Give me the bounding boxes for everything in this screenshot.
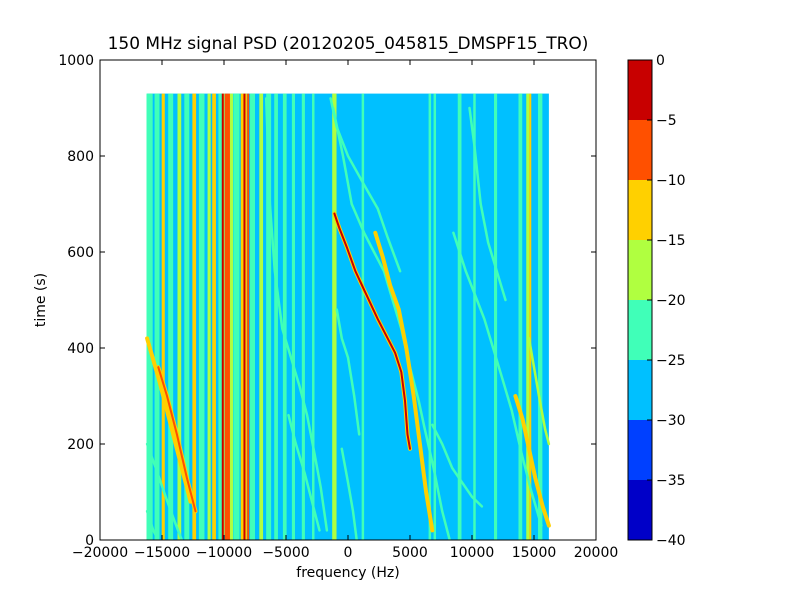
colorbar-level bbox=[628, 60, 652, 120]
x-tick-label: −5000 bbox=[262, 545, 309, 561]
vertical-band bbox=[161, 93, 165, 540]
y-axis-label: time (s) bbox=[33, 273, 49, 327]
y-axis: 0 200 400 600 800 1000 bbox=[58, 53, 596, 549]
vertical-band bbox=[457, 93, 462, 540]
x-tick-label: 15000 bbox=[512, 545, 557, 561]
signal-trace bbox=[452, 231, 543, 527]
colorbar-tick-label: −10 bbox=[656, 173, 686, 189]
colorbar-tick-label: −40 bbox=[656, 533, 686, 549]
signal-trace bbox=[333, 212, 411, 450]
signal-trace bbox=[527, 337, 551, 446]
signal-trace bbox=[287, 413, 321, 532]
vertical-band bbox=[291, 93, 295, 540]
vertical-band bbox=[233, 93, 240, 540]
vertical-band bbox=[184, 93, 190, 540]
signal-trace bbox=[157, 366, 197, 513]
x-tick-label: 5000 bbox=[392, 545, 428, 561]
colorbar-level bbox=[628, 300, 652, 360]
vertical-band bbox=[538, 93, 543, 540]
colorbar-level bbox=[628, 480, 652, 540]
y-tick-label: 1000 bbox=[58, 53, 94, 69]
x-tick-label: 10000 bbox=[450, 545, 495, 561]
x-axis: −20000 −15000 −10000 −5000 0 5000 10000 15000 20… bbox=[72, 60, 618, 561]
vertical-band bbox=[301, 93, 305, 540]
vertical-band bbox=[250, 93, 255, 540]
vertical-band bbox=[228, 93, 233, 540]
vertical-band bbox=[212, 93, 216, 540]
x-tick-label: −15000 bbox=[134, 545, 190, 561]
vertical-band bbox=[192, 93, 197, 540]
vertical-band bbox=[266, 93, 272, 540]
vertical-band bbox=[361, 93, 365, 540]
vertical-band bbox=[218, 93, 223, 540]
colorbar-level bbox=[628, 360, 652, 420]
colorbar-tick-label: −5 bbox=[656, 113, 677, 129]
vertical-band bbox=[168, 93, 174, 540]
heatmap-background bbox=[147, 93, 549, 540]
signal-trace bbox=[468, 106, 507, 302]
vertical-band bbox=[526, 93, 530, 540]
y-tick-label: 0 bbox=[85, 533, 94, 549]
vertical-band bbox=[198, 93, 205, 540]
colorbar-level bbox=[628, 420, 652, 480]
vertical-band bbox=[312, 93, 315, 540]
vertical-band bbox=[473, 93, 476, 540]
colorbar-level bbox=[628, 120, 652, 180]
vertical-band bbox=[494, 93, 498, 540]
heatmap-area bbox=[145, 93, 551, 540]
colorbar-tick-label: −20 bbox=[656, 293, 686, 309]
chart-title: 150 MHz signal PSD (20120205_045815_DMSP… bbox=[108, 34, 589, 54]
signal-trace bbox=[145, 509, 160, 540]
y-tick-label: 800 bbox=[67, 149, 94, 165]
colorbar: 0 −5 −10 −15 −20 −25 −30 −35 −40 bbox=[627, 53, 686, 549]
vertical-band bbox=[177, 93, 182, 540]
colorbar-tick-label: 0 bbox=[656, 53, 665, 69]
vertical-band bbox=[518, 93, 523, 540]
signal-trace bbox=[331, 106, 451, 540]
signal-trace bbox=[145, 442, 184, 540]
vertical-band bbox=[332, 93, 337, 540]
y-tick-label: 600 bbox=[67, 245, 94, 261]
colorbar-tick-label: −25 bbox=[656, 353, 686, 369]
signal-trace bbox=[514, 395, 550, 527]
x-tick-label: 0 bbox=[344, 545, 353, 561]
vertical-band bbox=[433, 93, 437, 540]
colorbar-tick-label: −35 bbox=[656, 473, 686, 489]
x-axis-label: frequency (Hz) bbox=[296, 565, 399, 581]
x-tick-label: 20000 bbox=[574, 545, 619, 561]
colorbar-level bbox=[628, 240, 652, 300]
signal-trace bbox=[335, 308, 361, 436]
signal-trace bbox=[340, 447, 358, 540]
y-tick-label: 400 bbox=[67, 341, 94, 357]
vertical-band bbox=[154, 93, 160, 540]
vertical-band bbox=[207, 93, 211, 540]
colorbar-tick-label: −15 bbox=[656, 233, 686, 249]
vertical-band bbox=[259, 93, 264, 540]
signal-trace bbox=[146, 337, 192, 503]
vertical-band bbox=[224, 93, 229, 540]
vertical-band bbox=[146, 93, 153, 540]
vertical-band bbox=[274, 93, 278, 540]
x-tick-label: −20000 bbox=[72, 545, 128, 561]
y-tick-label: 200 bbox=[67, 437, 94, 453]
vertical-band bbox=[282, 93, 287, 540]
colorbar-level bbox=[628, 180, 652, 240]
signal-trace bbox=[374, 231, 434, 532]
x-tick-label: −10000 bbox=[196, 545, 252, 561]
signal-trace bbox=[264, 97, 329, 532]
vertical-band bbox=[428, 93, 432, 540]
signal-trace bbox=[431, 423, 484, 508]
colorbar-tick-label: −30 bbox=[656, 413, 686, 429]
